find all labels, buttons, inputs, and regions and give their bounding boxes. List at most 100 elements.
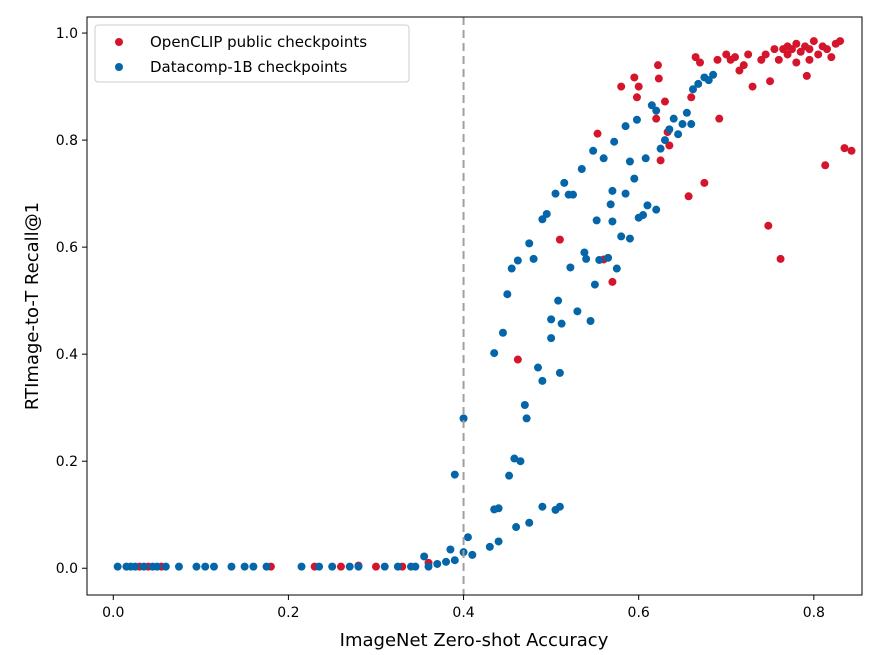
- x-tick-label: 0.0: [102, 605, 124, 621]
- datacomp-point: [538, 376, 547, 385]
- openclip-point: [687, 93, 696, 102]
- datacomp-point: [516, 457, 525, 466]
- datacomp-point: [577, 164, 586, 173]
- datacomp-point: [380, 562, 389, 571]
- datacomp-point: [442, 557, 451, 566]
- datacomp-point: [652, 106, 661, 115]
- points-layer: [113, 37, 856, 571]
- legend-label-openclip: OpenCLIP public checkpoints: [150, 33, 367, 51]
- datacomp-point: [240, 562, 249, 571]
- datacomp-point: [249, 562, 258, 571]
- x-tick-label: 0.8: [803, 605, 825, 621]
- datacomp-point: [529, 254, 538, 263]
- openclip-point: [632, 93, 641, 102]
- openclip-point: [774, 55, 783, 64]
- datacomp-point: [131, 562, 140, 571]
- datacomp-point: [582, 254, 591, 263]
- openclip-point: [822, 45, 831, 54]
- openclip-point: [731, 53, 740, 62]
- datacomp-point: [153, 562, 162, 571]
- datacomp-point: [513, 256, 522, 265]
- openclip-point: [827, 53, 836, 62]
- openclip-point: [757, 55, 766, 64]
- openclip-point: [652, 114, 661, 123]
- datacomp-point: [632, 115, 641, 124]
- datacomp-point: [606, 200, 615, 209]
- openclip-point: [684, 192, 693, 201]
- datacomp-point: [315, 562, 324, 571]
- datacomp-point: [424, 562, 433, 571]
- datacomp-point: [557, 319, 566, 328]
- datacomp-point: [450, 556, 459, 565]
- datacomp-point: [592, 216, 601, 225]
- datacomp-point: [542, 209, 551, 218]
- datacomp-point: [647, 101, 656, 110]
- datacomp-point: [641, 154, 650, 163]
- datacomp-point: [468, 550, 477, 559]
- openclip-point: [748, 82, 757, 91]
- datacomp-point: [610, 137, 619, 146]
- datacomp-point: [354, 562, 363, 571]
- openclip-point: [821, 161, 830, 170]
- datacomp-point: [704, 76, 713, 85]
- openclip-point: [722, 50, 731, 59]
- openclip-point: [713, 55, 722, 64]
- datacomp-point: [630, 174, 639, 183]
- x-tick-label: 0.6: [628, 605, 650, 621]
- datacomp-point: [678, 120, 687, 129]
- openclip-point: [371, 562, 380, 571]
- openclip-point: [764, 221, 773, 230]
- openclip-point: [770, 45, 779, 54]
- datacomp-point: [621, 189, 630, 198]
- datacomp-point: [297, 562, 306, 571]
- y-tick-label: 0.8: [56, 133, 78, 149]
- datacomp-point: [328, 562, 337, 571]
- openclip-point: [735, 66, 744, 75]
- openclip-point: [739, 61, 748, 70]
- openclip-point: [836, 37, 845, 46]
- datacomp-point: [612, 264, 621, 273]
- y-axis-label: RTImage-to-T Recall@1: [22, 202, 43, 410]
- y-tick-label: 0.4: [56, 347, 78, 363]
- datacomp-point: [674, 130, 683, 139]
- datacomp-point: [608, 217, 617, 226]
- legend: OpenCLIP public checkpoints Datacomp-1B …: [94, 24, 410, 83]
- datacomp-point: [209, 562, 218, 571]
- datacomp-point: [643, 201, 652, 210]
- datacomp-point: [433, 559, 442, 568]
- y-tick-label: 0.6: [56, 240, 78, 256]
- datacomp-point: [201, 562, 210, 571]
- datacomp-point: [174, 562, 183, 571]
- datacomp-point: [669, 114, 678, 123]
- datacomp-point: [604, 253, 613, 262]
- openclip-point: [766, 77, 775, 86]
- openclip-point: [654, 74, 663, 83]
- openclip-point: [744, 50, 753, 59]
- legend-box: [94, 24, 410, 83]
- openclip-point: [776, 254, 785, 263]
- datacomp-point: [687, 120, 696, 129]
- datacomp-point: [411, 562, 420, 571]
- datacomp-point: [656, 144, 665, 153]
- openclip-point: [665, 141, 674, 150]
- datacomp-point: [505, 471, 514, 480]
- openclip-point: [796, 47, 805, 56]
- openclip-point: [840, 144, 849, 153]
- datacomp-point: [503, 290, 512, 299]
- datacomp-point: [192, 562, 201, 571]
- openclip-point: [805, 55, 814, 64]
- datacomp-point: [569, 190, 578, 199]
- datacomp-point: [665, 125, 674, 134]
- datacomp-point: [580, 248, 589, 257]
- openclip-point: [634, 82, 643, 91]
- openclip-point: [814, 50, 823, 59]
- openclip-point: [653, 61, 662, 70]
- datacomp-point: [660, 136, 669, 145]
- datacomp-point: [608, 186, 617, 195]
- datacomp-point: [498, 328, 507, 337]
- datacomp-point: [512, 523, 521, 532]
- legend-marker-datacomp: [115, 63, 123, 71]
- datacomp-point: [554, 296, 563, 305]
- x-tick-label: 0.2: [277, 605, 299, 621]
